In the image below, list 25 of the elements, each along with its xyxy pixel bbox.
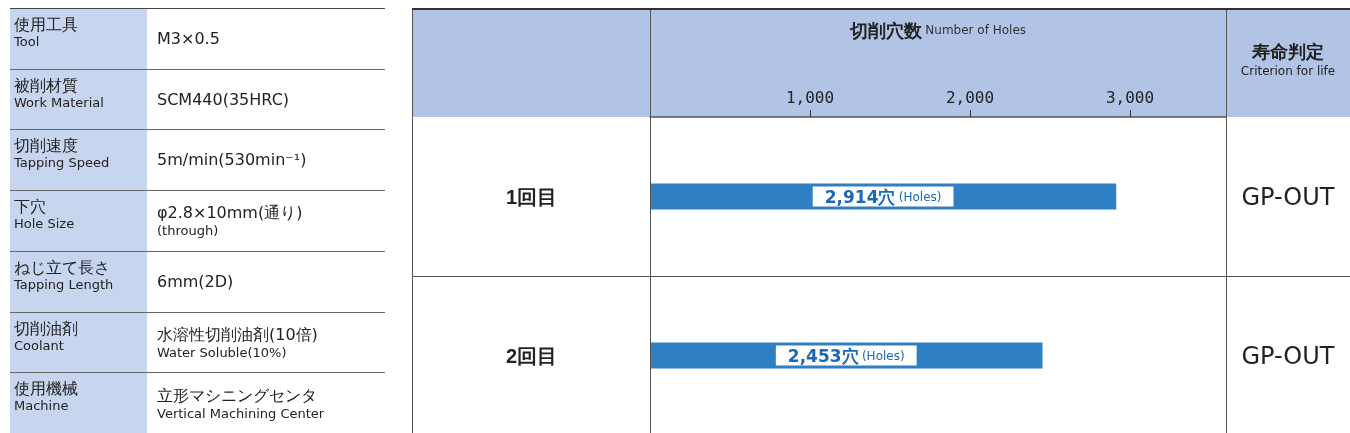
text: 切削油剤 Coolant — [14, 318, 79, 353]
text: φ2.8×10mm(通り) (through) — [157, 203, 304, 239]
text: 下穴 Hole Size — [14, 197, 76, 232]
data-label: 2,914穴 (Holes) — [824, 187, 942, 207]
x-tick-label: 1,000 — [785, 87, 835, 107]
text: M3×0.5 — [157, 28, 221, 49]
text: 切削速度 Tapping Speed — [14, 136, 111, 171]
text: 使用工具 Tool — [14, 15, 79, 49]
text: 6mm(2D) — [157, 271, 235, 292]
text: ねじ立て長さ Tapping Length — [14, 257, 115, 292]
text: GP-OUT — [1240, 181, 1336, 212]
text: 5m/min(530min⁻¹) — [157, 150, 308, 171]
text: 使用機械 Machine — [14, 379, 79, 414]
x-axis-title: 切削穴数 Number of Holes — [848, 19, 1027, 41]
data-label: 2,453穴 (Holes) — [787, 346, 905, 366]
text: 寿命判定 Criterion for life — [1239, 40, 1337, 79]
text: 水溶性切削油剤(10倍) Water Soluble(10%) — [157, 324, 319, 360]
y-tick-label: 1回目 — [505, 185, 558, 208]
x-tick-label: 3,000 — [1105, 87, 1155, 107]
text: 立形マシニングセンタ Vertical Machining Center — [157, 385, 326, 421]
y-tick-label: 2回目 — [505, 344, 558, 367]
text: 被削材質 Work Material — [14, 75, 105, 110]
text: GP-OUT — [1240, 340, 1336, 371]
x-tick-label: 2,000 — [945, 87, 995, 107]
text: SCM440(35HRC) — [157, 89, 291, 110]
